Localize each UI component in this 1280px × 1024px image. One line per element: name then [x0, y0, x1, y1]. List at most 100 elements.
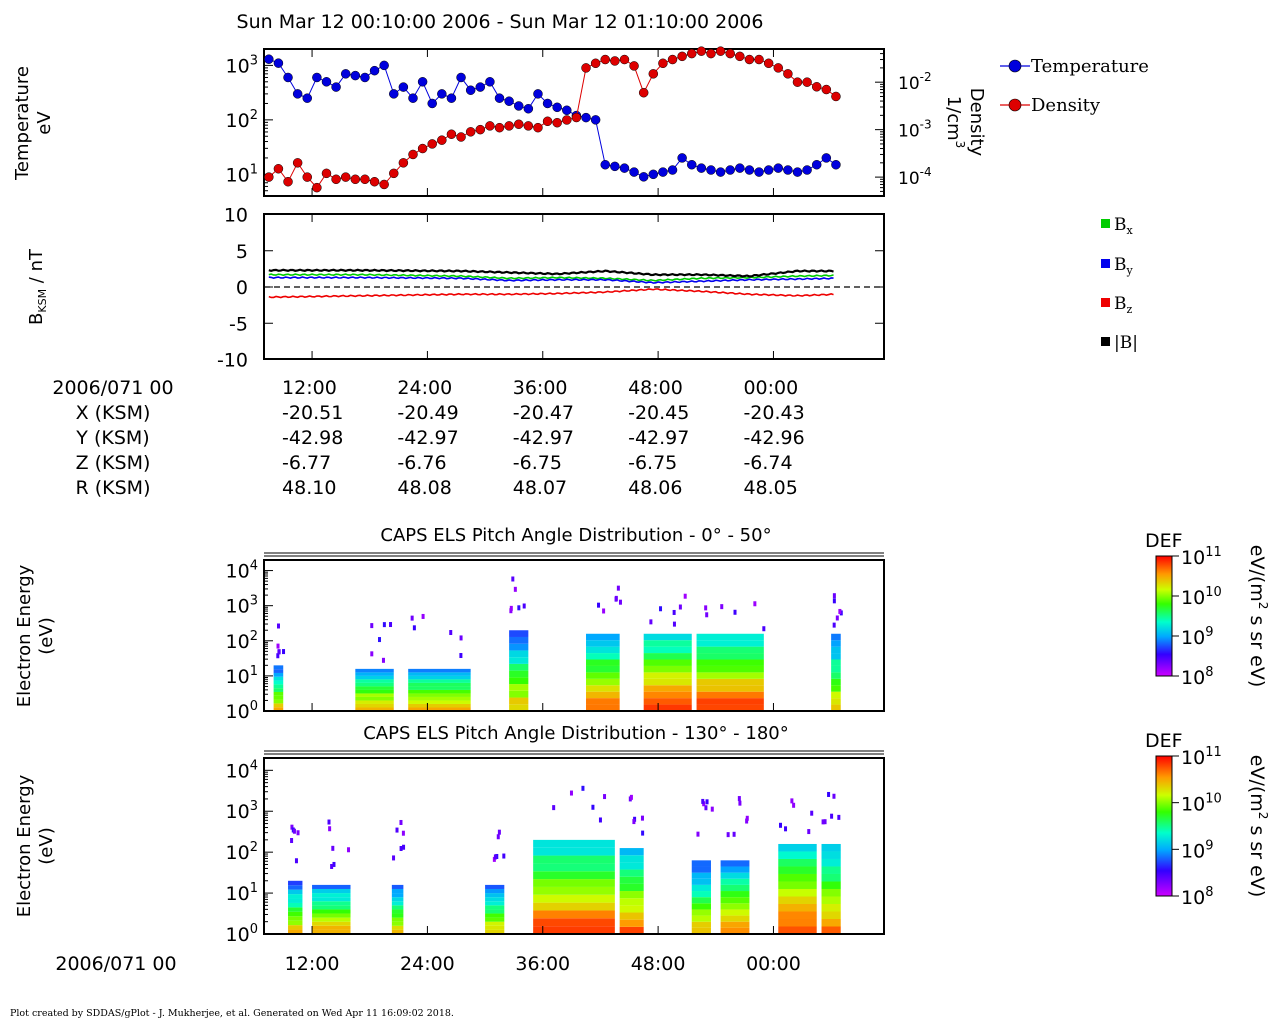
- spec-speck: [830, 813, 834, 819]
- spec-cell: [391, 909, 404, 914]
- temp-ylabel-line2: eV: [34, 111, 55, 135]
- spec-cell: [312, 884, 351, 889]
- density-ytick-label-base: 10: [898, 122, 920, 142]
- temp-ytick-label-exp: 2: [250, 108, 258, 123]
- spec-cell: [720, 884, 750, 892]
- spec-cell: [273, 703, 284, 708]
- spec-speck: [502, 853, 506, 859]
- colorbar-unit-sup: 2: [1256, 602, 1270, 610]
- density-ytick-label: 10-4: [898, 165, 932, 189]
- spec-cell: [391, 897, 404, 902]
- spec-speck: [762, 626, 766, 632]
- mag-ytick-label: 5: [236, 241, 248, 263]
- legend-by-swatch: [1101, 259, 1110, 268]
- density-point: [456, 132, 466, 142]
- spec-speck: [738, 800, 742, 806]
- density-point: [331, 174, 341, 185]
- spec-speck: [381, 657, 385, 663]
- bottom-time-tick: 24:00: [400, 953, 455, 975]
- spec-ytick-label-exp: 4: [250, 758, 258, 773]
- density-point: [523, 121, 534, 131]
- spec-speck: [598, 817, 602, 823]
- spec-ytick-label-exp: 1: [250, 664, 258, 679]
- spec-cell: [691, 891, 711, 898]
- temp-ytick-label: 102: [226, 108, 258, 132]
- chart-title: Sun Mar 12 00:10:00 2006 - Sun Mar 12 01…: [237, 11, 764, 33]
- temperature-point: [638, 172, 649, 182]
- ephem-value: 48.06: [628, 477, 682, 499]
- temperature-point: [494, 93, 505, 103]
- legend-density-marker: [1008, 98, 1022, 112]
- temperature-point: [302, 93, 313, 103]
- spec-cell: [778, 896, 817, 904]
- spec-cell: [586, 704, 620, 711]
- spec-cell: [619, 912, 644, 920]
- spec-cell: [485, 909, 505, 914]
- colorbar-tick-label-base: 10: [1181, 840, 1205, 862]
- spec-cell: [831, 672, 841, 679]
- spec-cell: [273, 691, 284, 696]
- temp-ytick-label-exp: 3: [250, 53, 258, 68]
- spec-speck: [552, 805, 556, 811]
- temperature-point: [696, 163, 707, 173]
- spec-cell: [720, 891, 750, 898]
- spec-speck: [496, 834, 500, 840]
- spec-cell: [691, 903, 711, 910]
- spec-cell: [720, 927, 750, 934]
- spec-speck: [421, 613, 425, 619]
- density-ytick-label: 10-3: [898, 118, 932, 142]
- ephem-row-label: X (KSM): [76, 402, 151, 424]
- spec-speck: [827, 791, 831, 797]
- spec-cell: [355, 682, 394, 687]
- temperature-point: [465, 85, 476, 95]
- density-point: [715, 46, 726, 56]
- legend-by-sub: y: [1126, 264, 1134, 277]
- spec-speck: [678, 604, 682, 610]
- spec-ytick-label: 102: [226, 840, 258, 864]
- spec-speck: [705, 799, 709, 805]
- temp-ytick-label: 101: [226, 162, 258, 186]
- spec-speck: [821, 819, 825, 825]
- spec-cell: [821, 866, 841, 874]
- temperature-point: [427, 98, 437, 109]
- spec-ytick-label-exp: 3: [250, 799, 258, 814]
- spec-cell: [831, 698, 841, 705]
- colorbar-tick-label: 108: [1181, 665, 1213, 689]
- legend-btot-label: |B|: [1114, 333, 1138, 353]
- colorbar-tick-label-exp: 11: [1205, 745, 1222, 760]
- ephemeris-time-ticks: 12:00 24:00 36:00 48:00 00:00: [282, 377, 798, 399]
- ephem-time-tick: 12:00: [282, 377, 337, 399]
- spec-speck: [327, 819, 331, 825]
- temperature-point: [331, 82, 341, 92]
- spec-cell: [778, 911, 817, 919]
- spec-cell: [533, 863, 615, 872]
- spec-ytick-label-base: 10: [226, 842, 250, 864]
- spec-speck: [696, 831, 700, 837]
- spec-ytick-label-base: 10: [226, 801, 250, 823]
- legend-bz-swatch: [1101, 298, 1110, 307]
- temperature-point: [735, 163, 745, 173]
- spec-speck: [378, 637, 382, 643]
- ephem-value: -6.76: [397, 452, 446, 474]
- spec-cell: [312, 913, 351, 918]
- ephem-time-tick: 48:00: [628, 377, 683, 399]
- spec-cell: [312, 921, 351, 926]
- spec-cell: [619, 862, 644, 870]
- temperature-point: [283, 72, 293, 83]
- spec-ytick-label: 100: [226, 699, 258, 723]
- spec-cell: [273, 684, 284, 689]
- ephem-value: -6.74: [743, 452, 792, 474]
- spec-cell: [778, 903, 817, 912]
- spec-cell: [720, 872, 750, 879]
- ephem-value: -20.47: [513, 402, 574, 424]
- bz-series-line: [268, 288, 834, 299]
- spec-speck: [459, 635, 463, 641]
- density-point: [552, 117, 562, 128]
- spec-speck: [332, 861, 336, 867]
- colorbar-tick-label-exp: 8: [1205, 665, 1213, 680]
- spec-cell: [408, 672, 471, 676]
- spec-speck: [509, 605, 513, 611]
- spec1-ylabel-line2: (eV): [36, 617, 57, 654]
- spec2-ylabel-line1: Electron Energy: [14, 774, 35, 917]
- spec-cell: [288, 898, 303, 903]
